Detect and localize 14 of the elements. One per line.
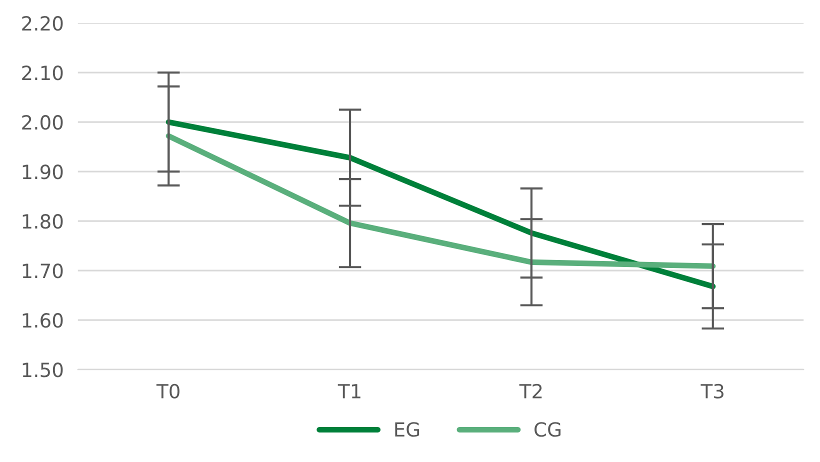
x-tick-label: T3 — [700, 384, 724, 399]
y-tick-label: 2.20 — [22, 16, 63, 31]
y-tick-label: 2.00 — [22, 115, 63, 130]
x-tick-label: T2 — [519, 384, 542, 398]
legend-label: EG — [395, 422, 420, 437]
x-tick-label: T0 — [156, 384, 180, 399]
y-tick-label: 1.90 — [22, 164, 63, 180]
y-tick-label: 1.60 — [22, 313, 63, 328]
y-tick-label: 2.10 — [22, 66, 63, 80]
y-tick-label: 1.70 — [22, 264, 63, 278]
y-tick-label: 1.80 — [22, 214, 63, 229]
legend-label: CG — [534, 422, 560, 437]
x-tick-label: T1 — [338, 384, 360, 398]
y-tick-label: 1.50 — [22, 362, 63, 378]
